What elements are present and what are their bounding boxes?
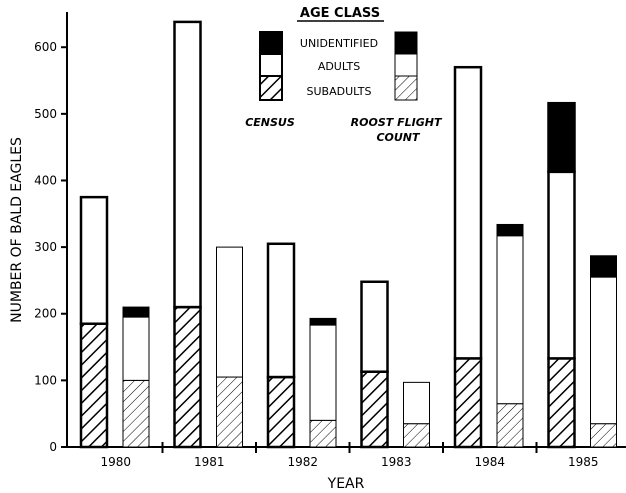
x-tick-label: 1983 — [381, 455, 412, 469]
legend-roost-adults-swatch — [394, 53, 418, 77]
bars — [79, 20, 617, 449]
bar-segment-subadults — [122, 379, 150, 448]
bar-segment-subadults — [309, 419, 337, 448]
x-tick-label: 1984 — [474, 455, 505, 469]
bar-segment-subadults — [79, 322, 109, 449]
bar-segment-adults — [453, 65, 483, 360]
x-tick-label: 1982 — [287, 455, 318, 469]
bar-segment-adults — [360, 280, 389, 373]
bar-segment-adults — [547, 170, 576, 360]
legend-group-roost: ROOST FLIGHT COUNT — [351, 116, 446, 144]
x-tick-label: 1980 — [100, 455, 131, 469]
y-tick-label: 200 — [34, 307, 57, 321]
x-axis-title: YEAR — [327, 476, 365, 492]
legend-census-adults-swatch — [259, 53, 283, 77]
bar-segment-adults — [403, 381, 430, 425]
bar-segment-adults — [590, 276, 617, 425]
y-tick-label: 400 — [34, 173, 57, 187]
bar-segment-adults — [496, 235, 524, 405]
bar-segment-subadults — [403, 423, 430, 448]
legend-title: AGE CLASS — [300, 6, 380, 21]
legend-group-census: CENSUS — [245, 116, 295, 129]
legend-entry-unidentified: UNIDENTIFIED — [300, 37, 378, 50]
bar-segment-adults — [173, 20, 202, 309]
bar-segment-unidentified — [496, 223, 524, 237]
bar-segment-subadults — [590, 423, 617, 448]
bar-segment-subadults — [547, 357, 576, 449]
bar-segment-subadults — [266, 375, 296, 449]
bar-segment-subadults — [453, 357, 483, 449]
bar-segment-adults — [79, 195, 109, 325]
axes — [66, 12, 626, 448]
legend-roost-subadults-swatch — [394, 75, 418, 101]
legend-entry-subadults: SUBADULTS — [307, 85, 372, 98]
y-tick-label: 300 — [34, 240, 57, 254]
y-tick-label: 0 — [49, 440, 57, 454]
y-tick-label: 500 — [34, 107, 57, 121]
bar-segment-unidentified — [122, 306, 150, 318]
bar-segment-adults — [216, 246, 243, 378]
y-tick-label: 100 — [34, 373, 57, 387]
tick-labels: 0 100 200 300 400 500 600 1980 1981 1982 1983 1984 1… — [34, 40, 598, 469]
bar-segment-adults — [309, 324, 337, 421]
y-axis-title: NUMBER OF BALD EAGLES — [9, 137, 25, 323]
legend-census-subadults-swatch — [259, 75, 283, 101]
bar-segment-unidentified — [309, 317, 337, 326]
legend-roost-unidentified-swatch — [394, 31, 418, 55]
bar-segment-unidentified — [547, 101, 576, 174]
bar-segment-subadults — [173, 305, 202, 449]
legend-census-unidentified-swatch — [259, 31, 283, 55]
legend-entry-adults: ADULTS — [318, 60, 360, 73]
bar-segment-subadults — [360, 370, 389, 449]
legend: AGE CLASS UNIDENTIFIED ADULTS SUBADULTS … — [245, 6, 446, 144]
bar-segment-subadults — [216, 376, 243, 448]
x-tick-label: 1985 — [568, 455, 599, 469]
bar-segment-adults — [266, 242, 296, 379]
bar-segment-subadults — [496, 403, 524, 448]
bar-segment-adults — [122, 316, 150, 381]
x-tick-label: 1981 — [194, 455, 225, 469]
bar-segment-unidentified — [590, 255, 617, 278]
y-tick-label: 600 — [34, 40, 57, 54]
